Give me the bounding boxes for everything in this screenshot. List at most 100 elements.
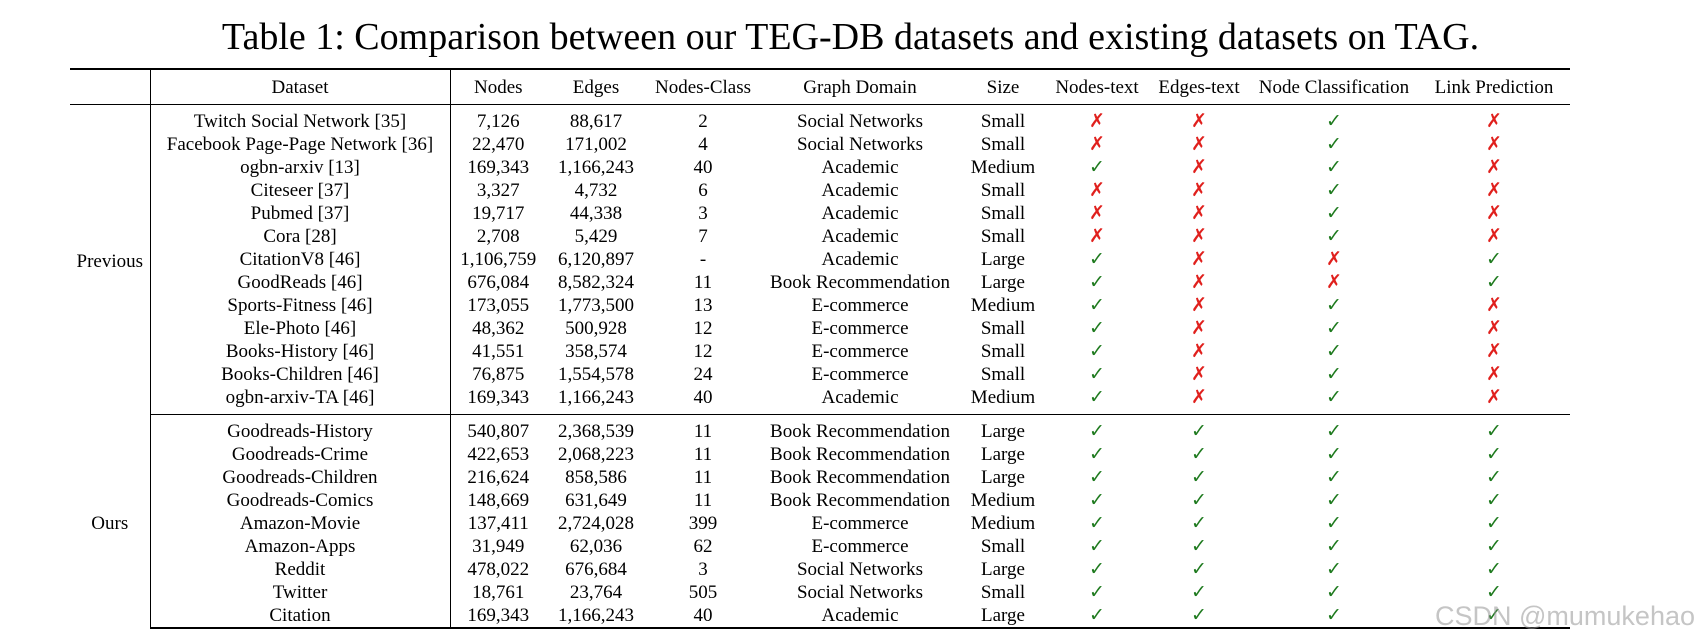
cell-node-classification: ✓ <box>1250 363 1418 386</box>
cell-link-prediction: ✗ <box>1418 294 1570 317</box>
cell-nodes: 76,875 <box>472 363 525 385</box>
cell-node-classification: ✓ <box>1250 225 1418 248</box>
check-icon: ✓ <box>1089 466 1105 488</box>
cell-node-classification: ✓ <box>1250 604 1418 629</box>
check-icon: ✓ <box>1326 512 1342 534</box>
watermark: CSDN @mumukehao <box>1435 601 1695 631</box>
cell-graph-domain: Book Recommendation <box>770 489 950 511</box>
cell-dataset: Goodreads-History <box>150 414 451 443</box>
check-icon: ✓ <box>1089 443 1105 465</box>
table-row: Pubmed [37] 19,717 44,338 3 Academic Small ✗ ✗ ✓… <box>70 202 1570 225</box>
cell-link-prediction: ✗ <box>1418 133 1570 156</box>
cell-edges-text: ✗ <box>1148 271 1250 294</box>
cell-nodes-text: ✓ <box>1046 294 1148 317</box>
cell-nodes-text: ✓ <box>1046 386 1148 415</box>
check-icon: ✓ <box>1089 386 1105 408</box>
check-icon: ✓ <box>1326 558 1342 580</box>
cell-size: Large <box>981 558 1025 580</box>
cell-nodes-class: 24 <box>693 363 713 385</box>
check-icon: ✓ <box>1486 443 1502 465</box>
cross-icon: ✗ <box>1089 202 1105 224</box>
cross-icon: ✗ <box>1486 317 1502 339</box>
cell-edges: 2,724,028 <box>558 512 634 534</box>
cell-node-classification: ✓ <box>1250 415 1418 444</box>
check-icon: ✓ <box>1191 581 1207 603</box>
cell-node-classification: ✗ <box>1250 271 1418 294</box>
cell-graph-domain: Book Recommendation <box>770 420 950 442</box>
cell-nodes: 148,669 <box>467 489 530 511</box>
cell-size: Large <box>981 271 1025 293</box>
cell-size: Small <box>980 535 1026 557</box>
cell-nodes-text: ✗ <box>1046 225 1148 248</box>
check-icon: ✓ <box>1326 489 1342 511</box>
cell-nodes: 169,343 <box>450 604 546 629</box>
check-icon: ✓ <box>1191 558 1207 580</box>
cell-size: Small <box>980 340 1026 362</box>
cell-nodes: 137,411 <box>467 512 529 534</box>
cell-link-prediction: ✗ <box>1418 317 1570 340</box>
cell-edges-text: ✓ <box>1148 581 1250 604</box>
cell-edges: 4,732 <box>574 179 618 201</box>
cell-dataset: Citeseer [37] <box>150 179 451 202</box>
cell-link-prediction: ✗ <box>1418 105 1570 134</box>
cross-icon: ✗ <box>1486 156 1502 178</box>
cell-graph-domain: Social Networks <box>796 133 924 155</box>
cell-link-prediction: ✗ <box>1418 156 1570 179</box>
cell-edges-text: ✗ <box>1148 225 1250 248</box>
cell-nodes: 422,653 <box>467 443 530 465</box>
cross-icon: ✗ <box>1486 225 1502 247</box>
cell-nodes-class: 40 <box>646 386 760 415</box>
table-row: Previous Twitch Social Network [35] 7,126 8… <box>70 104 1570 415</box>
cell-graph-domain: E-commerce <box>811 512 909 534</box>
header-node-classification: Node Classification <box>1250 68 1418 105</box>
cell-node-classification: ✓ <box>1250 105 1418 134</box>
cell-dataset: Goodreads-Comics <box>150 489 451 512</box>
cell-node-classification: ✗ <box>1250 248 1418 271</box>
cross-icon: ✗ <box>1191 202 1207 224</box>
cell-nodes-text: ✓ <box>1046 271 1148 294</box>
table-body: Previous Twitch Social Network [35] 7,126 8… <box>70 104 1570 629</box>
cell-edges: 1,554,578 <box>558 363 634 385</box>
cell-dataset: Ele-Photo [46] <box>150 317 451 340</box>
cell-nodes: 18,761 <box>472 581 525 603</box>
cell-graph-domain: E-commerce <box>811 317 909 339</box>
cell-dataset: Pubmed [37] <box>150 202 451 225</box>
cell-node-classification: ✓ <box>1250 294 1418 317</box>
table-row: Ours Goodreads-History 540,807 2,368,539 11 B… <box>70 414 1570 628</box>
cell-size: Small <box>980 317 1026 339</box>
cross-icon: ✗ <box>1486 363 1502 385</box>
cell-dataset: Reddit <box>150 558 451 581</box>
table-row: Ele-Photo [46] 48,362 500,928 12 E-commerce S… <box>70 317 1570 340</box>
cross-icon: ✗ <box>1191 248 1207 270</box>
check-icon: ✓ <box>1326 443 1342 465</box>
check-icon: ✓ <box>1191 443 1207 465</box>
cross-icon: ✗ <box>1191 225 1207 247</box>
cross-icon: ✗ <box>1486 110 1502 132</box>
cell-nodes-class: 11 <box>693 420 713 442</box>
group-label: Ours <box>70 414 151 628</box>
cell-size: Small <box>980 179 1026 201</box>
cell-size: Large <box>960 604 1046 629</box>
cell-node-classification: ✓ <box>1250 202 1418 225</box>
check-icon: ✓ <box>1191 466 1207 488</box>
cell-graph-domain: Social Networks <box>796 558 924 580</box>
cell-nodes-class: 40 <box>693 156 713 178</box>
cross-icon: ✗ <box>1089 179 1105 201</box>
cell-nodes-text: ✓ <box>1046 466 1148 489</box>
cell-node-classification: ✓ <box>1250 156 1418 179</box>
cross-icon: ✗ <box>1191 156 1207 178</box>
check-icon: ✓ <box>1191 512 1207 534</box>
header-size: Size <box>960 68 1046 105</box>
cell-graph-domain: Book Recommendation <box>770 466 950 488</box>
cross-icon: ✗ <box>1486 386 1502 408</box>
cell-edges: 1,166,243 <box>546 386 646 415</box>
check-icon: ✓ <box>1326 466 1342 488</box>
check-icon: ✓ <box>1191 489 1207 511</box>
cell-nodes-text: ✓ <box>1046 535 1148 558</box>
cell-node-classification: ✓ <box>1250 386 1418 415</box>
cell-node-classification: ✓ <box>1250 317 1418 340</box>
check-icon: ✓ <box>1486 558 1502 580</box>
cell-dataset: Books-Children [46] <box>150 363 451 386</box>
header-group-cell <box>70 68 151 105</box>
table-row: Goodreads-Children 216,624 858,586 11 Book R… <box>70 466 1570 489</box>
